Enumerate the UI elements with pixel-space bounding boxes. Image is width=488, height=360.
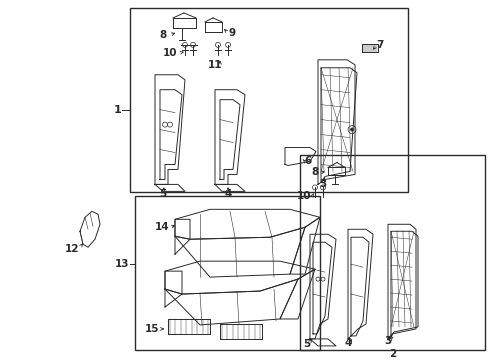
- Text: 14: 14: [154, 222, 169, 232]
- Circle shape: [350, 128, 353, 131]
- Text: 6: 6: [304, 157, 311, 166]
- Text: 3: 3: [319, 179, 326, 189]
- Text: 10: 10: [163, 48, 177, 58]
- Text: 1: 1: [114, 105, 122, 114]
- Text: 15: 15: [144, 324, 159, 334]
- Text: 3: 3: [384, 336, 391, 346]
- Text: 5: 5: [159, 189, 166, 199]
- Bar: [299, 154, 484, 350]
- Text: 12: 12: [64, 244, 79, 254]
- Text: 5: 5: [303, 339, 310, 349]
- Text: 4: 4: [224, 189, 231, 199]
- Text: 4: 4: [344, 338, 351, 348]
- Text: 7: 7: [376, 40, 383, 50]
- Text: 2: 2: [388, 349, 396, 359]
- Text: 8: 8: [159, 30, 166, 40]
- Bar: [130, 8, 407, 192]
- Text: 9: 9: [228, 28, 235, 38]
- Text: 13: 13: [115, 259, 129, 269]
- Bar: [135, 196, 319, 350]
- Text: 11: 11: [207, 60, 222, 70]
- Text: 10: 10: [296, 192, 311, 201]
- Text: 8: 8: [311, 167, 318, 177]
